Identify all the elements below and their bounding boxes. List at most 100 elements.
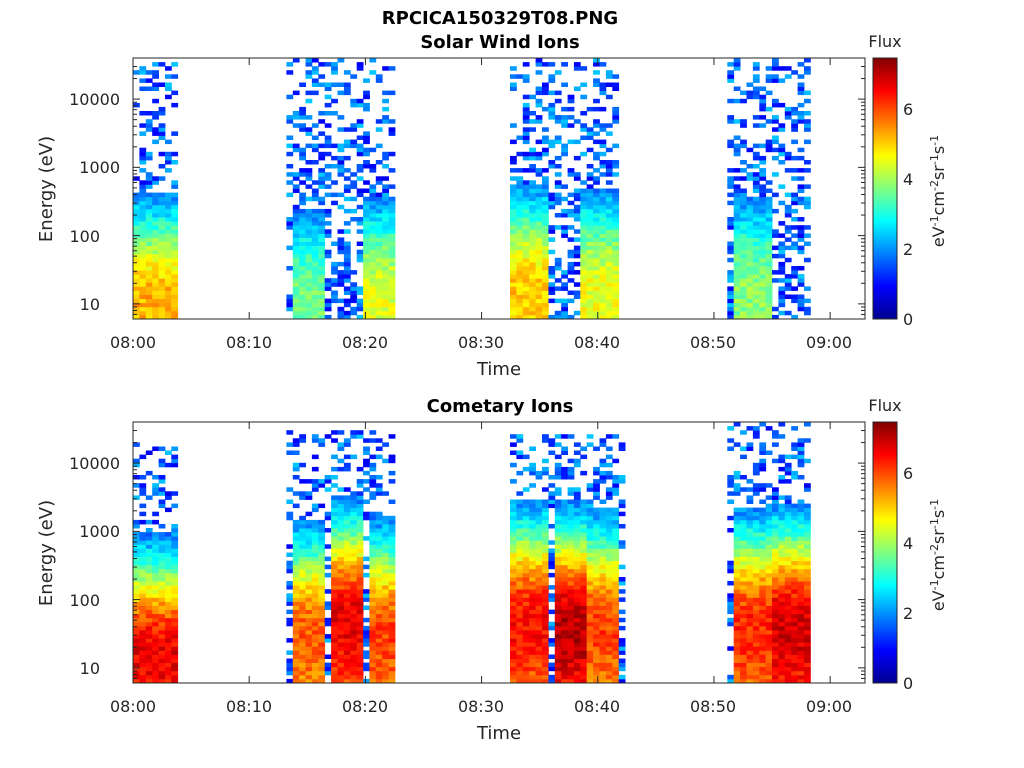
heatmap-cell bbox=[804, 605, 811, 610]
heatmap-cell bbox=[152, 310, 159, 316]
heatmap-cell bbox=[784, 666, 792, 672]
heatmap-cell bbox=[382, 298, 389, 304]
heatmap-cell bbox=[388, 568, 396, 574]
heatmap-cell bbox=[145, 184, 153, 189]
heatmap-cell bbox=[350, 143, 358, 149]
heatmap-cell bbox=[522, 536, 530, 541]
heatmap-cell bbox=[561, 593, 568, 598]
heatmap-cell bbox=[599, 658, 607, 663]
heatmap-cell bbox=[778, 78, 786, 83]
heatmap-cell bbox=[561, 196, 568, 202]
heatmap-cell bbox=[580, 650, 588, 655]
heatmap-cell bbox=[727, 180, 735, 185]
heatmap-cell bbox=[554, 499, 562, 504]
heatmap-cell bbox=[605, 306, 613, 312]
heatmap-cell bbox=[145, 233, 153, 238]
heatmap-cell bbox=[299, 127, 306, 132]
heatmap-cell bbox=[522, 78, 530, 83]
heatmap-cell bbox=[145, 257, 153, 263]
heatmap-cell bbox=[305, 282, 313, 287]
heatmap-cell bbox=[318, 568, 326, 574]
heatmap-cell bbox=[740, 192, 747, 198]
heatmap-cell bbox=[797, 564, 805, 570]
heatmap-cell bbox=[618, 658, 626, 663]
heatmap-cell bbox=[369, 491, 377, 496]
heatmap-cell bbox=[759, 286, 767, 291]
heatmap-cell bbox=[165, 249, 172, 255]
heatmap-cell bbox=[586, 106, 594, 112]
heatmap-cell bbox=[605, 597, 613, 602]
heatmap-cell bbox=[772, 605, 779, 610]
heatmap-cell bbox=[580, 127, 588, 132]
heatmap-cell bbox=[727, 515, 735, 521]
heatmap-cell bbox=[586, 217, 594, 222]
heatmap-cell bbox=[759, 192, 767, 198]
heatmap-cell bbox=[152, 634, 159, 639]
heatmap-cell bbox=[586, 499, 594, 504]
heatmap-cell bbox=[605, 670, 613, 676]
heatmap-cell bbox=[573, 536, 581, 541]
heatmap-cell bbox=[139, 487, 147, 492]
heatmap-cell bbox=[573, 176, 581, 181]
heatmap-cell bbox=[145, 127, 153, 132]
heatmap-cell bbox=[382, 593, 389, 598]
heatmap-cell bbox=[311, 605, 319, 610]
heatmap-cell bbox=[529, 642, 536, 647]
heatmap-cell bbox=[605, 200, 613, 206]
heatmap-cell bbox=[759, 422, 767, 427]
heatmap-cell bbox=[573, 670, 581, 676]
heatmap-cell bbox=[733, 515, 741, 521]
heatmap-cell bbox=[804, 572, 811, 578]
heatmap-cell bbox=[612, 294, 620, 299]
heatmap-cell bbox=[165, 204, 172, 210]
heatmap-cell bbox=[605, 314, 613, 320]
heatmap-cell bbox=[375, 674, 383, 680]
heatmap-cell bbox=[561, 597, 568, 602]
heatmap-cell bbox=[772, 666, 779, 672]
heatmap-cell bbox=[510, 188, 517, 193]
plot-frame bbox=[132, 57, 866, 320]
heatmap-cell bbox=[752, 426, 760, 431]
heatmap-cell bbox=[343, 654, 351, 659]
heatmap-cell bbox=[369, 666, 377, 672]
heatmap-cell bbox=[356, 560, 364, 566]
heatmap-cell bbox=[356, 143, 364, 149]
heatmap-cell bbox=[542, 572, 549, 578]
heatmap-cell bbox=[586, 213, 594, 218]
colorbar: Flux 0 2 4 6 eV-1cm-2sr-1s-1 bbox=[868, 396, 948, 693]
heatmap-cell bbox=[318, 82, 326, 87]
heatmap-cell bbox=[292, 241, 300, 246]
heatmap-cell bbox=[133, 458, 140, 464]
heatmap-cell bbox=[605, 507, 613, 513]
heatmap-cell bbox=[363, 213, 370, 218]
heatmap-cell bbox=[165, 261, 172, 267]
heatmap-cell bbox=[133, 658, 140, 663]
heatmap-cell bbox=[746, 589, 754, 594]
heatmap-cell bbox=[292, 548, 300, 553]
heatmap-cell bbox=[778, 294, 786, 299]
heatmap-cell bbox=[350, 102, 358, 108]
heatmap-cell bbox=[733, 184, 741, 189]
heatmap-cell bbox=[752, 286, 760, 291]
heatmap-cell bbox=[593, 123, 600, 128]
heatmap-cell bbox=[305, 221, 313, 226]
x-tick-label: 08:30 bbox=[458, 333, 504, 352]
heatmap-cell bbox=[535, 314, 543, 320]
heatmap-cell bbox=[797, 475, 805, 480]
heatmap-cell bbox=[522, 151, 530, 157]
heatmap-cell bbox=[337, 548, 345, 553]
heatmap-cell bbox=[765, 66, 773, 71]
heatmap-cell bbox=[516, 630, 524, 635]
heatmap-cell bbox=[529, 634, 536, 639]
colorbar-gradient bbox=[872, 57, 898, 320]
heatmap-cell bbox=[388, 638, 396, 643]
heatmap-cell bbox=[791, 119, 798, 124]
heatmap-cell bbox=[152, 670, 159, 676]
heatmap-cell bbox=[535, 585, 543, 590]
heatmap-cell bbox=[299, 229, 306, 234]
heatmap-cell bbox=[599, 82, 607, 87]
heatmap-cell bbox=[759, 654, 767, 659]
heatmap-cell bbox=[727, 560, 735, 566]
heatmap-cell bbox=[612, 278, 620, 283]
heatmap-cell bbox=[593, 646, 600, 651]
